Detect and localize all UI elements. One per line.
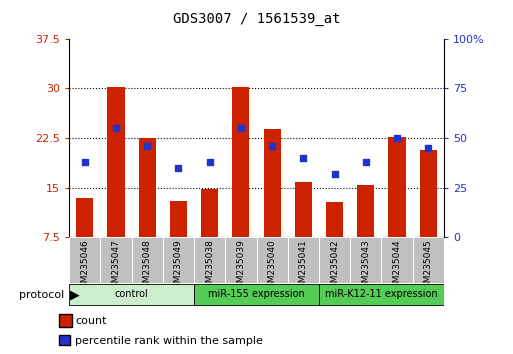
Point [424,145,432,151]
Text: GSM235044: GSM235044 [392,239,402,294]
Bar [139,138,156,237]
Point [81,159,89,165]
Text: ▶: ▶ [70,288,80,301]
Bar [225,237,256,283]
Bar [412,237,444,283]
Bar [69,237,101,283]
Point [143,143,151,149]
Text: GSM235046: GSM235046 [81,239,89,294]
Text: GSM235043: GSM235043 [361,239,370,294]
Bar [326,202,343,237]
Bar [201,189,218,237]
Text: GSM235042: GSM235042 [330,239,339,294]
Bar [420,150,437,237]
Bar [264,129,281,237]
Point [268,143,276,149]
Point [393,135,401,141]
Text: GSM235038: GSM235038 [205,239,214,295]
Text: miR-155 expression: miR-155 expression [208,289,305,299]
Text: GSM235049: GSM235049 [174,239,183,294]
Text: miR-K12-11 expression: miR-K12-11 expression [325,289,438,299]
Bar [256,237,288,283]
Bar [295,182,312,237]
Text: count: count [75,316,107,326]
Point [206,159,214,165]
Bar [319,237,350,283]
Text: control: control [115,289,149,299]
Bar [388,137,405,237]
Text: GSM235047: GSM235047 [111,239,121,294]
Bar [288,237,319,283]
Bar [350,237,381,283]
Point [237,125,245,131]
Bar [108,86,125,237]
Bar [194,284,319,305]
Bar [163,237,194,283]
Text: GSM235045: GSM235045 [424,239,432,294]
Point [362,159,370,165]
Bar [232,87,249,237]
Point [174,165,183,171]
Bar [76,198,93,237]
Point [330,171,339,177]
Text: protocol: protocol [19,290,64,300]
Bar [194,237,225,283]
Text: GSM235040: GSM235040 [268,239,277,294]
Bar [69,284,194,305]
Text: GDS3007 / 1561539_at: GDS3007 / 1561539_at [173,12,340,27]
Bar [170,201,187,237]
Text: GSM235039: GSM235039 [236,239,245,295]
Point [112,125,120,131]
Text: GSM235048: GSM235048 [143,239,152,294]
Bar [319,284,444,305]
Point [299,155,307,161]
Bar [381,237,412,283]
Bar [132,237,163,283]
Text: GSM235041: GSM235041 [299,239,308,294]
Bar [101,237,132,283]
Text: percentile rank within the sample: percentile rank within the sample [75,336,263,346]
Bar [357,185,374,237]
